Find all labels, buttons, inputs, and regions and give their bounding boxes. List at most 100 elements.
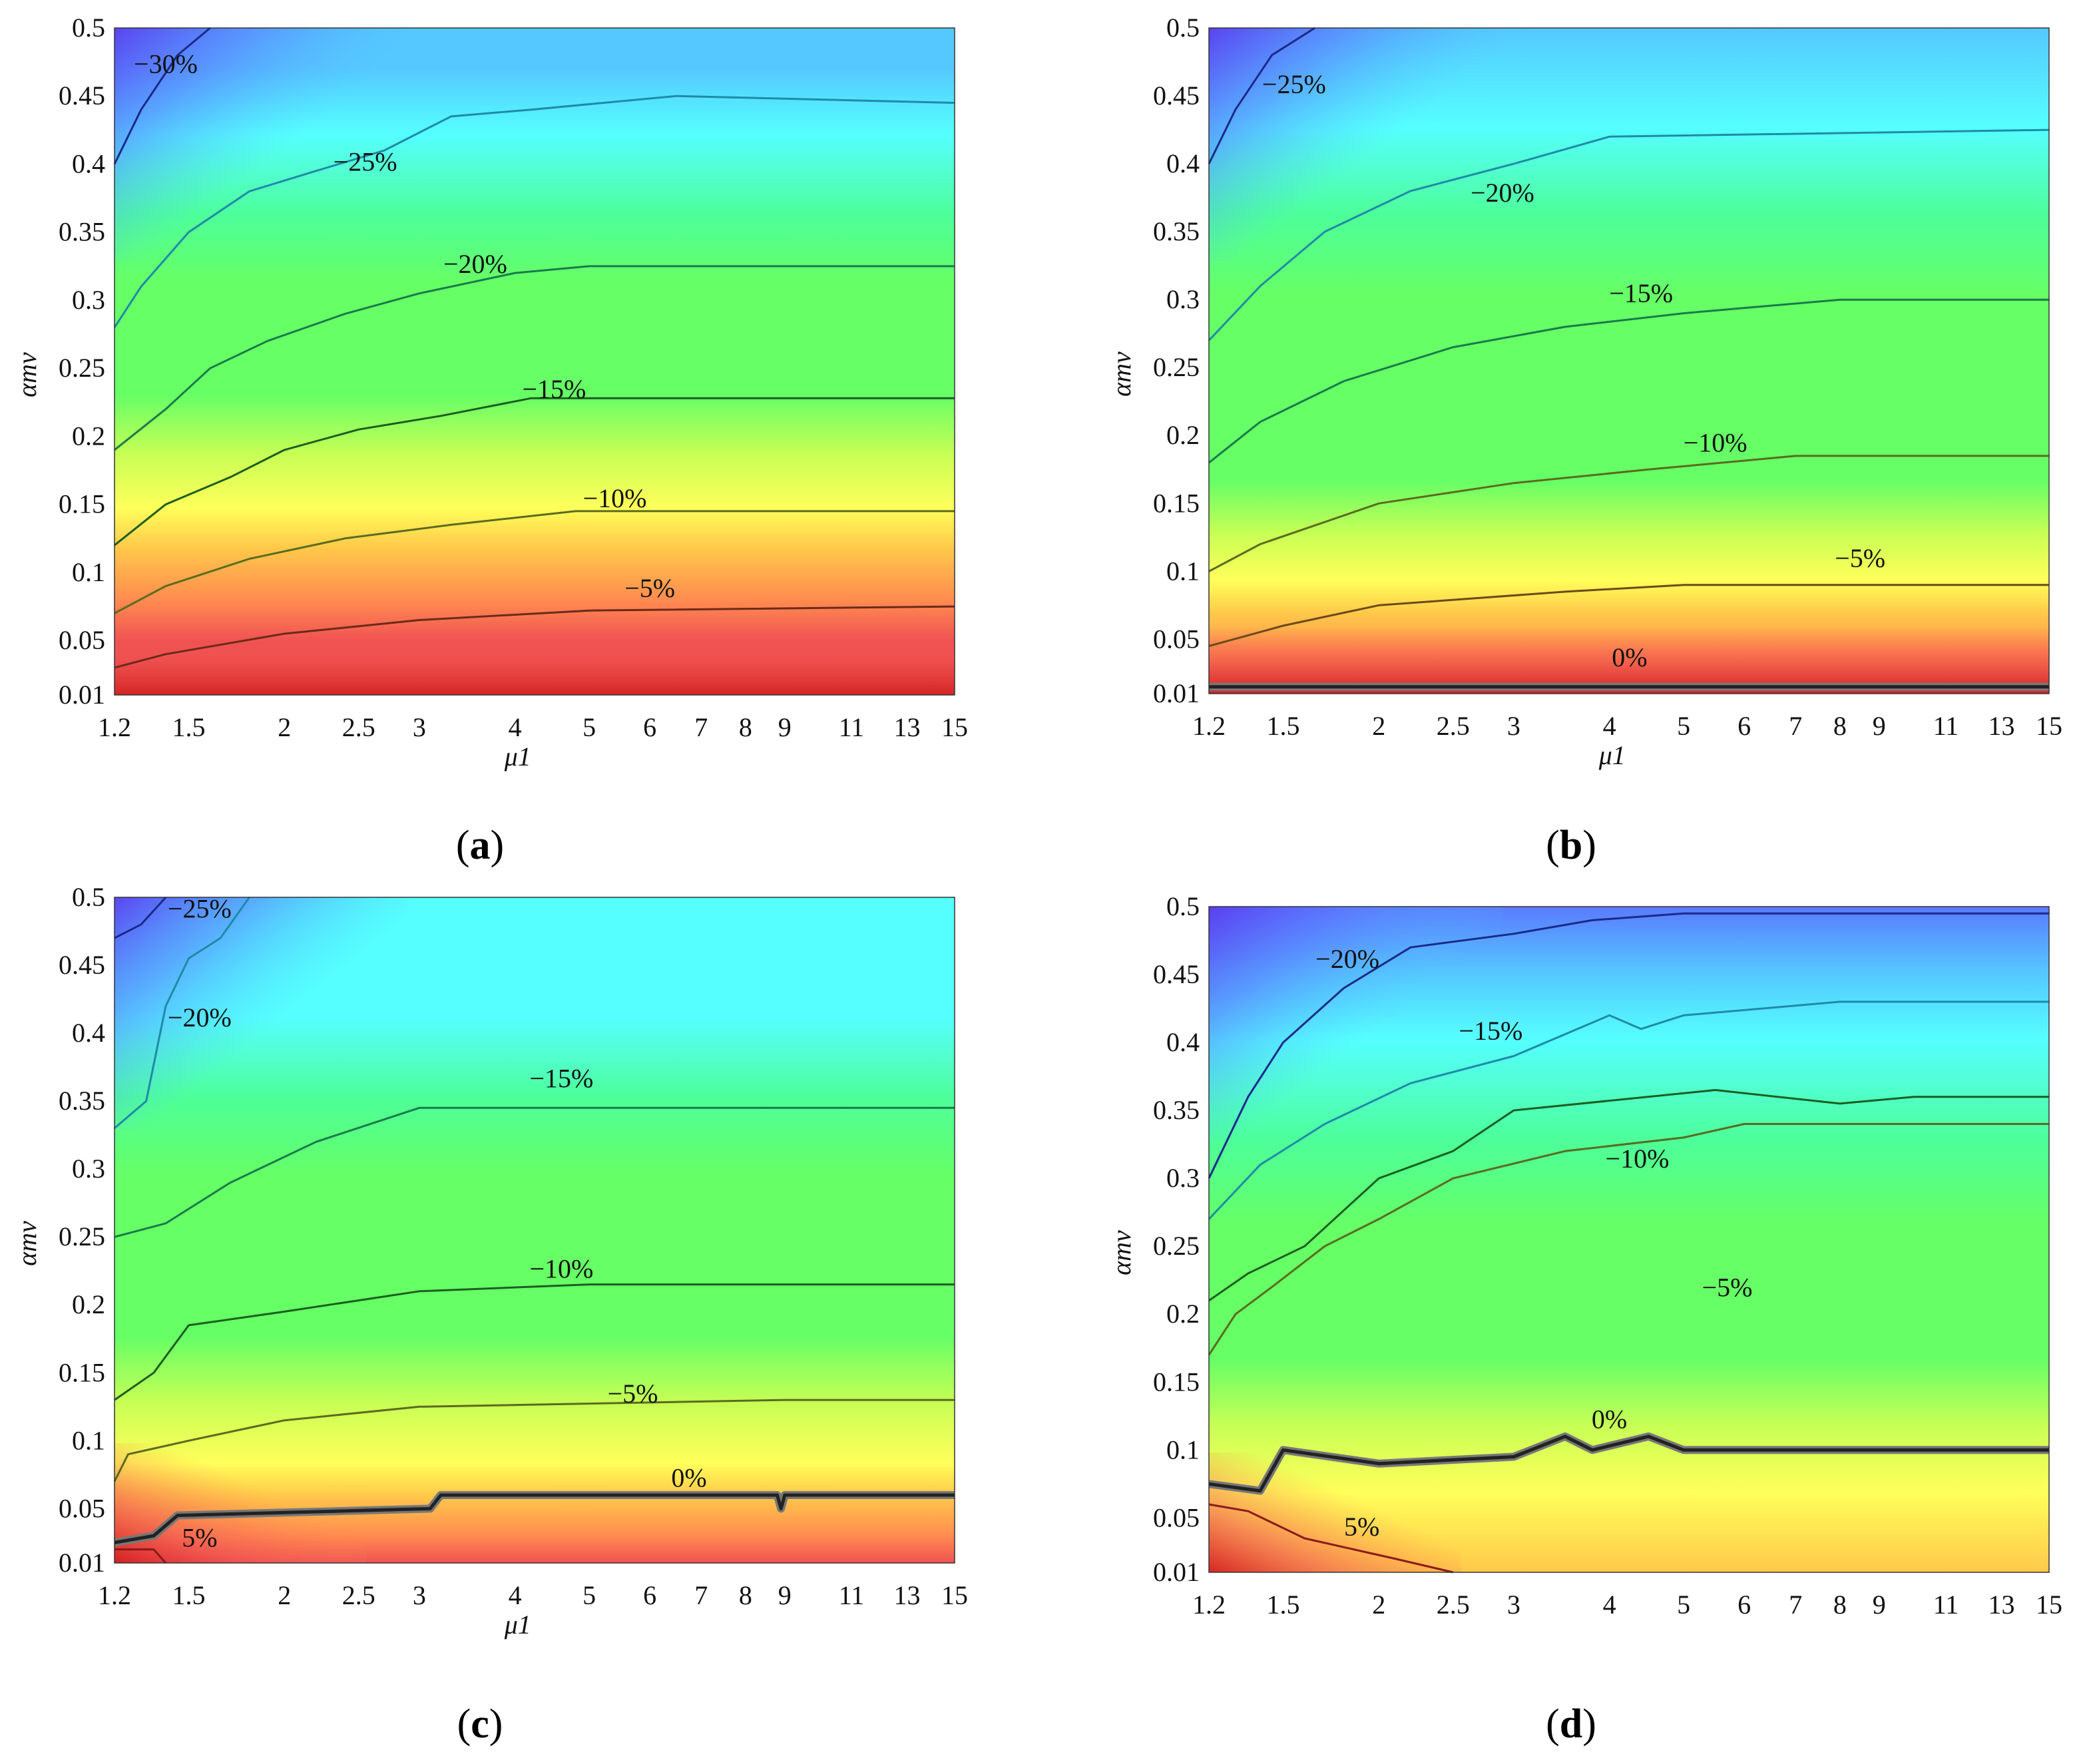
x-axis-label-b: μ1 xyxy=(1598,740,1626,770)
x-tick-label-d-4: 3 xyxy=(1507,1590,1520,1620)
x-tick-label-d-9: 8 xyxy=(1833,1590,1847,1620)
y-axis-label-c: αmv xyxy=(12,1221,42,1266)
contour-line-b-0 xyxy=(1208,27,1315,164)
panel-d: −20% −15% −10% −5% 0% 5% 0.01 0.05 0.1 0.15 0.2 0.2… xyxy=(1106,891,2062,1747)
y-tick-label-d-9: 0.45 xyxy=(1153,959,1200,989)
x-tick-label-d-12: 13 xyxy=(1988,1590,2014,1620)
y-axis-label-b: αmv xyxy=(1106,351,1136,397)
x-tick-label-c-1: 1.5 xyxy=(172,1580,205,1610)
contour-label-c-3: −10% xyxy=(529,1253,593,1283)
x-tick-label-c-12: 13 xyxy=(893,1580,920,1610)
contour-label-a-3: −15% xyxy=(522,374,586,404)
x-axis-label-a: μ1 xyxy=(504,742,531,772)
contour-line-a-3 xyxy=(114,397,955,547)
y-tick-label-b-4: 0.2 xyxy=(1166,420,1200,450)
y-tick-label-c-3: 0.15 xyxy=(59,1357,105,1387)
y-tick-label-b-7: 0.35 xyxy=(1153,216,1200,246)
plot-frame-d xyxy=(1208,906,2050,1573)
heatmap-corner-low-d xyxy=(1209,907,1503,1140)
contour-line-a-5 xyxy=(114,605,955,669)
y-tick-label-d-10: 0.5 xyxy=(1166,891,1200,921)
contour-line-c-5 xyxy=(114,1493,955,1544)
panel-caption-d: (d) xyxy=(1546,1701,1596,1747)
y-tick-label-b-1: 0.05 xyxy=(1153,624,1200,654)
y-tick-label-d-6: 0.3 xyxy=(1166,1163,1200,1193)
y-tick-label-d-7: 0.35 xyxy=(1153,1095,1200,1125)
contour-label-a-5: −5% xyxy=(624,573,675,603)
x-tick-label-a-9: 8 xyxy=(739,712,752,742)
y-tick-label-d-3: 0.15 xyxy=(1153,1367,1200,1397)
x-tick-label-a-13: 15 xyxy=(941,712,968,742)
x-tick-label-c-3: 2.5 xyxy=(342,1580,375,1610)
x-tick-label-c-4: 3 xyxy=(413,1580,426,1610)
contour-label-a-1: −25% xyxy=(334,147,397,177)
heatmap-corner-low-c xyxy=(115,897,409,1130)
y-tick-label-a-4: 0.2 xyxy=(72,421,105,451)
x-tick-label-a-7: 6 xyxy=(643,712,656,742)
x-tick-label-d-13: 15 xyxy=(2036,1590,2062,1620)
contour-line-b-3 xyxy=(1208,455,2049,572)
contour-label-c-2: −15% xyxy=(529,1064,593,1094)
x-tick-label-c-8: 7 xyxy=(694,1580,708,1610)
y-tick-label-a-7: 0.35 xyxy=(59,217,105,247)
y-tick-label-b-8: 0.4 xyxy=(1166,148,1200,178)
y-tick-label-a-9: 0.45 xyxy=(59,81,105,110)
y-tick-label-b-6: 0.3 xyxy=(1166,284,1200,314)
y-tick-label-d-2: 0.1 xyxy=(1166,1434,1200,1464)
contour-label-d-3: −5% xyxy=(1702,1273,1753,1303)
x-tick-label-c-2: 2 xyxy=(278,1580,291,1610)
x-tick-label-b-3: 2.5 xyxy=(1437,711,1470,741)
y-tick-label-d-8: 0.4 xyxy=(1166,1027,1200,1057)
y-tick-label-b-9: 0.45 xyxy=(1153,81,1200,110)
x-tick-label-b-1: 1.5 xyxy=(1266,711,1299,741)
y-tick-label-a-8: 0.4 xyxy=(72,148,105,178)
x-tick-label-b-5: 4 xyxy=(1603,711,1616,741)
contour-label-d-0: −20% xyxy=(1315,944,1379,974)
y-axis-label-a: αmv xyxy=(12,352,42,397)
contour-label-b-2: −15% xyxy=(1609,278,1673,308)
contour-line-d-2 xyxy=(1208,1089,2049,1302)
contour-line-a-4 xyxy=(114,510,955,614)
x-tick-label-c-0: 1.2 xyxy=(98,1580,131,1610)
y-tick-label-a-10: 0.5 xyxy=(72,13,105,43)
x-tick-label-c-13: 15 xyxy=(941,1580,968,1610)
y-axis-label-d: αmv xyxy=(1106,1230,1136,1275)
x-tick-label-b-2: 2 xyxy=(1372,711,1385,741)
y-tick-label-d-5: 0.25 xyxy=(1153,1231,1200,1261)
y-tick-label-b-0: 0.01 xyxy=(1153,678,1200,708)
x-tick-label-d-1: 1.5 xyxy=(1266,1590,1299,1620)
x-tick-label-d-8: 7 xyxy=(1789,1590,1802,1620)
x-tick-label-c-9: 8 xyxy=(739,1580,752,1610)
plot-frame-a xyxy=(114,27,955,696)
x-tick-label-a-6: 5 xyxy=(582,712,596,742)
x-tick-label-c-11: 11 xyxy=(839,1580,865,1610)
panel-c: −25% −20% −15% −10% −5% 0% 5% 0.01 0.05 0.1 0.15 0.… xyxy=(12,882,968,1747)
plot-frame-c xyxy=(114,897,955,1564)
panel-b: −25% −20% −15% −10% −5% 0% 0.01 0.05 0.1 0.15 0.2 0… xyxy=(1106,13,2062,868)
contour-label-d-5: 5% xyxy=(1344,1512,1379,1542)
heatmap-corner-low-a xyxy=(115,28,409,262)
y-tick-label-b-5: 0.25 xyxy=(1153,352,1200,382)
y-tick-label-c-7: 0.35 xyxy=(59,1086,105,1116)
contour-label-c-0: −25% xyxy=(168,894,232,924)
y-tick-label-d-4: 0.2 xyxy=(1166,1299,1200,1329)
contour-label-a-0: −30% xyxy=(134,49,198,79)
x-tick-label-b-8: 7 xyxy=(1789,711,1802,741)
contour-line-c-3 xyxy=(114,1283,955,1401)
contour-line-b-4 xyxy=(1208,584,2049,648)
panel-caption-b: (b) xyxy=(1546,823,1596,868)
contour-line-b-2 xyxy=(1208,298,2049,464)
contour-line-c-0 xyxy=(114,896,167,939)
contour-label-c-4: −5% xyxy=(608,1379,658,1409)
contour-line-a-2 xyxy=(114,265,955,451)
heatmap-corner-low-b xyxy=(1209,28,1503,261)
x-tick-label-d-5: 4 xyxy=(1603,1590,1616,1620)
x-tick-label-c-10: 9 xyxy=(778,1580,792,1610)
contour-label-d-1: −15% xyxy=(1459,1016,1522,1046)
y-tick-label-a-2: 0.1 xyxy=(72,557,105,587)
contour-line-a-0 xyxy=(113,27,211,165)
y-tick-label-c-9: 0.45 xyxy=(59,950,105,980)
x-tick-label-b-13: 15 xyxy=(2036,711,2062,741)
x-tick-label-c-6: 5 xyxy=(582,1580,596,1610)
